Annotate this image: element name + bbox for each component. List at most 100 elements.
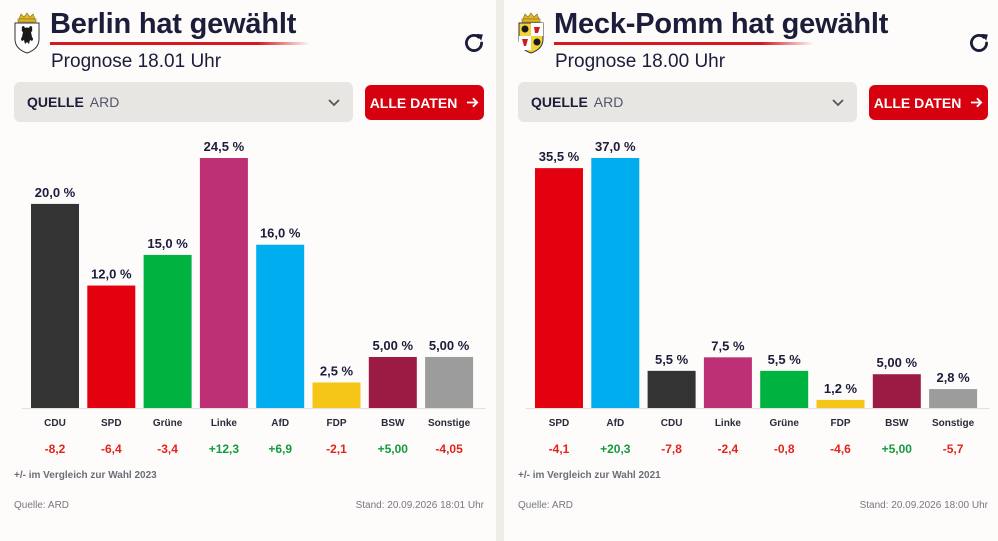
value-label: 16,0 % <box>260 226 301 241</box>
value-label: 15,0 % <box>147 236 188 251</box>
bar-spd <box>535 168 583 408</box>
chevron-down-icon <box>832 99 844 107</box>
value-label: 12,0 % <box>91 267 132 282</box>
bar-grüne <box>760 370 809 408</box>
category-label: SPD <box>101 418 122 429</box>
bar-linke <box>703 357 752 408</box>
category-label: Grüne <box>769 418 799 429</box>
bar-chart: 20,0 % CDU -8,2 12,0 % SPD -6,4 15,0 % Grüne -3,… <box>22 139 486 456</box>
category-label: Sonstige <box>428 418 471 429</box>
chart-baseline <box>22 408 486 410</box>
category-label: Linke <box>715 418 742 429</box>
value-label: 5,00 % <box>877 355 918 370</box>
bar-linke <box>199 158 248 408</box>
change-label: -6,4 <box>101 442 122 456</box>
mecklenburg-vorpommern-crest-icon <box>518 12 544 54</box>
change-label: -2,4 <box>718 442 739 456</box>
category-label: Sonstige <box>932 418 975 429</box>
change-label: -4,1 <box>549 442 570 456</box>
value-label: 24,5 % <box>204 139 245 154</box>
change-label: -4,6 <box>830 442 851 456</box>
change-label: -5,7 <box>943 442 964 456</box>
comparison-note: +/- im Vergleich zur Wahl 2023 <box>14 470 157 481</box>
election-widget-meck-pomm: Meck-Pomm hat gewählt Prognose 18.00 Uhr… <box>504 0 998 541</box>
source-select[interactable]: QUELLE ARD <box>518 82 857 122</box>
bar-bsw <box>368 356 417 408</box>
footer-source: Quelle: ARD <box>14 500 70 511</box>
widget-subtitle: Prognose 18.01 Uhr <box>51 51 222 72</box>
change-label: +6,9 <box>268 442 292 456</box>
value-label: 1,2 % <box>824 381 858 396</box>
source-select[interactable]: QUELLE ARD <box>14 82 353 122</box>
category-label: FDP <box>831 418 851 429</box>
change-label: -0,8 <box>774 442 795 456</box>
category-label: CDU <box>44 418 66 429</box>
bar-cdu <box>31 203 79 408</box>
value-label: 7,5 % <box>711 338 745 353</box>
value-label: 20,0 % <box>35 185 76 200</box>
widget-title: Meck-Pomm hat gewählt <box>554 8 889 40</box>
category-label: AfD <box>606 418 624 429</box>
footer-timestamp: Stand: 20.09.2026 18:00 Uhr <box>859 500 988 511</box>
change-label: +12,3 <box>209 442 240 456</box>
election-widget-berlin: Berlin hat gewählt Prognose 18.01 Uhr QU… <box>0 0 496 541</box>
value-label: 5,5 % <box>655 352 689 367</box>
berlin-bear-crest-icon <box>14 12 40 54</box>
value-label: 5,5 % <box>768 352 802 367</box>
all-data-button-label: ALLE DATEN <box>873 94 962 111</box>
category-label: Grüne <box>153 418 183 429</box>
bar-afd <box>591 158 640 408</box>
comparison-note: +/- im Vergleich zur Wahl 2021 <box>518 470 661 481</box>
category-label: AfD <box>271 418 289 429</box>
title-underline <box>50 42 310 45</box>
bar-sonstige <box>425 356 474 408</box>
category-label: SPD <box>549 418 570 429</box>
chart-baseline <box>526 408 990 410</box>
source-select-label: QUELLE <box>531 94 588 110</box>
value-label: 5,00 % <box>373 338 414 353</box>
category-label: FDP <box>327 418 347 429</box>
chevron-down-icon <box>328 99 340 107</box>
change-label: -2,1 <box>326 442 347 456</box>
bar-bsw <box>872 374 921 408</box>
bar-cdu <box>647 370 696 408</box>
change-label: -7,8 <box>661 442 682 456</box>
category-label: BSW <box>381 418 405 429</box>
bar-spd <box>87 285 136 408</box>
all-data-button-label: ALLE DATEN <box>369 94 458 111</box>
category-label: Linke <box>211 418 238 429</box>
source-select-value: ARD <box>89 94 120 110</box>
change-label: +5,00 <box>378 442 409 456</box>
bar-afd <box>256 244 305 408</box>
bar-fdp <box>816 399 865 408</box>
bar-grüne <box>143 254 192 408</box>
change-label: -8,2 <box>45 442 66 456</box>
value-label: 2,5 % <box>320 363 354 378</box>
change-label: -4,05 <box>435 442 463 456</box>
all-data-button[interactable]: ALLE DATEN <box>365 85 484 120</box>
reload-icon[interactable] <box>966 30 992 56</box>
change-label: +20,3 <box>600 442 631 456</box>
footer-source: Quelle: ARD <box>518 500 574 511</box>
source-select-value: ARD <box>593 94 624 110</box>
value-label: 37,0 % <box>595 139 636 154</box>
bar-sonstige <box>929 389 978 408</box>
title-underline <box>554 42 814 45</box>
widget-title: Berlin hat gewählt <box>50 8 297 40</box>
value-label: 5,00 % <box>429 338 470 353</box>
change-label: -3,4 <box>157 442 178 456</box>
reload-icon[interactable] <box>461 30 487 56</box>
arrow-right-icon <box>467 97 479 108</box>
source-select-label: QUELLE <box>27 94 84 110</box>
change-label: +5,00 <box>882 442 913 456</box>
arrow-right-icon <box>971 97 983 108</box>
category-label: CDU <box>661 418 683 429</box>
category-label: BSW <box>885 418 909 429</box>
bar-fdp <box>312 382 361 408</box>
widget-subtitle: Prognose 18.00 Uhr <box>555 51 726 72</box>
value-label: 35,5 % <box>539 149 580 164</box>
all-data-button[interactable]: ALLE DATEN <box>869 85 988 120</box>
value-label: 2,8 % <box>936 370 970 385</box>
footer-timestamp: Stand: 20.09.2026 18:01 Uhr <box>355 500 484 511</box>
bar-chart: 35,5 % SPD -4,1 37,0 % AfD +20,3 5,5 % CDU -7,8 7… <box>526 139 990 456</box>
